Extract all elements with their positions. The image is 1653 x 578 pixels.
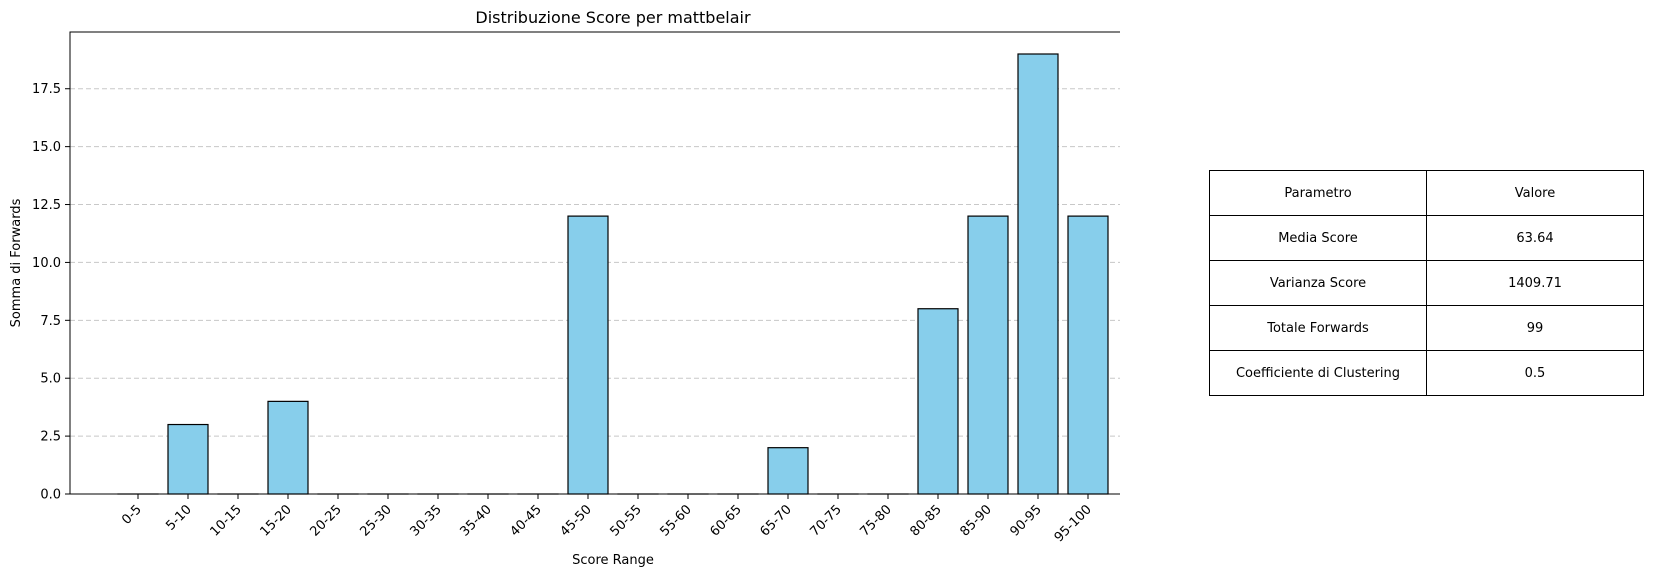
bar	[1067, 215, 1109, 495]
x-tick-label: 20-25	[308, 502, 345, 539]
table-cell-value: 0.5	[1426, 350, 1644, 396]
bar	[567, 215, 609, 495]
x-tick-label: 95-100	[1052, 502, 1095, 545]
bar-chart: 0.0 2.5 5.0 7.5 10.0 12.5 15.0 17.5 0-5 5-10 10-1…	[9, 8, 1120, 568]
stats-table: Parametro Valore Media Score 63.64 Varia…	[1209, 170, 1644, 396]
x-tick-label: 40-45	[508, 502, 545, 539]
bars	[117, 53, 1109, 495]
y-tick-label: 2.5	[40, 430, 61, 445]
y-axis-ticks: 0.0 2.5 5.0 7.5 10.0 12.5 15.0 17.5	[32, 82, 70, 503]
y-tick-label: 17.5	[32, 82, 61, 97]
y-tick-label: 5.0	[40, 372, 61, 387]
bar	[267, 400, 309, 495]
x-tick-label: 70-75	[808, 502, 845, 539]
chart-title: Distribuzione Score per mattbelair	[475, 8, 751, 27]
x-tick-label: 90-95	[1008, 502, 1045, 539]
x-tick-label: 80-85	[908, 502, 945, 539]
table-row: Media Score 63.64	[1209, 215, 1644, 261]
x-tick-label: 25-30	[358, 502, 395, 539]
table-cell-value: 99	[1426, 305, 1644, 351]
x-tick-label: 10-15	[208, 502, 245, 539]
table-header-row: Parametro Valore	[1209, 170, 1644, 216]
x-tick-label: 30-35	[408, 502, 445, 539]
x-tick-label: 75-80	[858, 502, 895, 539]
bar	[967, 215, 1009, 495]
table-cell-value: 63.64	[1426, 215, 1644, 261]
table-header-param: Parametro	[1209, 170, 1427, 216]
y-tick-label: 12.5	[32, 198, 61, 213]
y-tick-label: 7.5	[40, 314, 61, 329]
x-tick-label: 35-40	[458, 502, 495, 539]
y-tick-label: 15.0	[32, 140, 61, 155]
bar	[167, 423, 209, 495]
x-tick-label: 15-20	[258, 502, 295, 539]
x-tick-label: 5-10	[163, 502, 194, 533]
x-tick-label: 55-60	[658, 502, 695, 539]
y-tick-label: 0.0	[40, 488, 61, 503]
table-cell-param: Media Score	[1209, 215, 1427, 261]
x-tick-label: 65-70	[758, 502, 795, 539]
bar	[917, 308, 959, 495]
table-cell-param: Totale Forwards	[1209, 305, 1427, 351]
plot-frame	[69, 31, 1120, 495]
x-tick-label: 85-90	[958, 502, 995, 539]
x-tick-label: 60-65	[708, 502, 745, 539]
table-row: Coefficiente di Clustering 0.5	[1209, 350, 1644, 396]
table-cell-param: Coefficiente di Clustering	[1209, 350, 1427, 396]
table-cell-value: 1409.71	[1426, 260, 1644, 306]
bar	[1017, 53, 1059, 495]
bar	[767, 447, 809, 495]
x-tick-label: 45-50	[558, 502, 595, 539]
x-axis-ticks: 0-5 5-10 10-15 15-20 20-25 25-30 30-35 35-40 40-…	[119, 494, 1095, 545]
table-row: Varianza Score 1409.71	[1209, 260, 1644, 306]
y-tick-label: 10.0	[32, 256, 61, 271]
x-tick-label: 50-55	[608, 502, 645, 539]
table-header-value: Valore	[1426, 170, 1644, 216]
table-cell-param: Varianza Score	[1209, 260, 1427, 306]
y-axis-label: Somma di Forwards	[9, 198, 24, 327]
x-axis-label: Score Range	[572, 553, 654, 568]
x-tick-label: 0-5	[119, 502, 145, 528]
table-row: Totale Forwards 99	[1209, 305, 1644, 351]
